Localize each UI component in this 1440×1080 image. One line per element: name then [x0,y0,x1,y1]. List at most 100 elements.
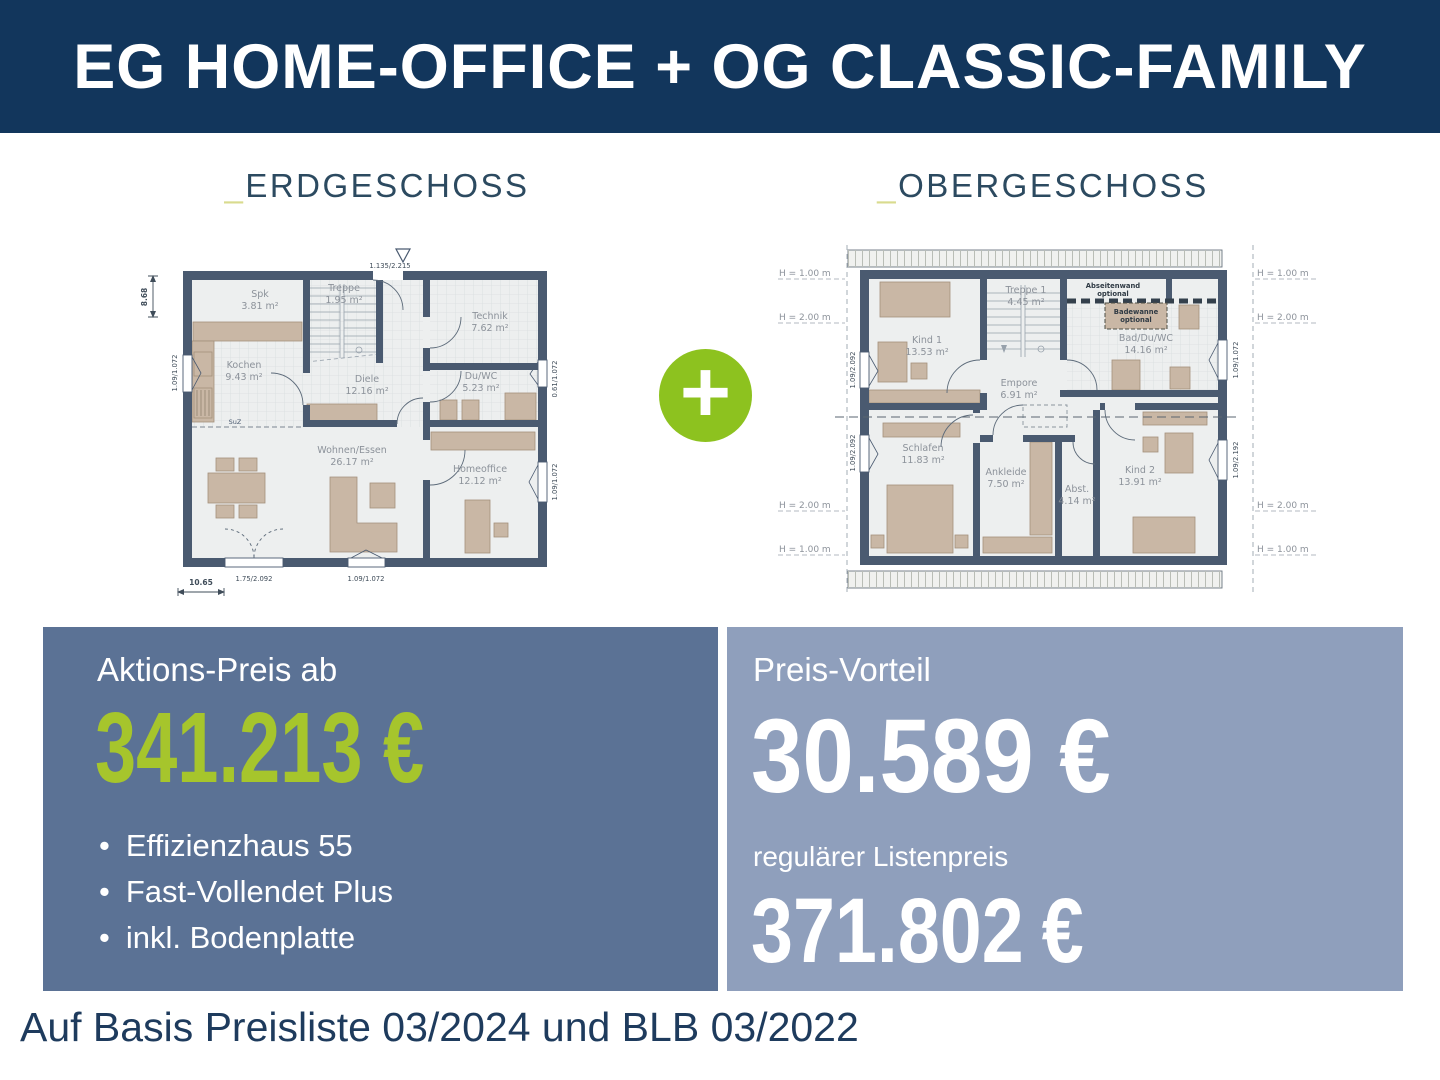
walls-og [860,270,1227,565]
room-badduwc: Bad/Du/WC [1119,333,1174,344]
svg-text:7.62 m²: 7.62 m² [471,323,508,334]
list-price-label: regulärer Listenpreis [753,841,1009,872]
svg-text:13.53 m²: 13.53 m² [905,347,948,358]
svg-text:H = 2.00 m: H = 2.00 m [1257,313,1309,323]
room-treppe: Treppe [327,283,360,294]
dim-right-window-bottom: 1.09/2.192 [1232,442,1240,479]
staircase-eg [305,284,381,363]
dim-left-window-top: 1.09/2.092 [849,352,857,389]
doors-og [940,359,1136,465]
heading-erdgeschoss: _ERDGESCHOSS [167,167,587,205]
svg-text:1.95 m²: 1.95 m² [325,295,362,306]
svg-text:4.14 m²: 4.14 m² [1058,496,1095,507]
void-marker [1022,404,1068,428]
dim-right-window-bottom: 1.09/1.072 [551,464,559,501]
svg-text:11.83 m²: 11.83 m² [901,455,944,466]
svg-text:H = 2.00 m: H = 2.00 m [1257,501,1309,511]
svg-text:14.16 m²: 14.16 m² [1124,345,1167,356]
svg-text:12.16 m²: 12.16 m² [345,386,388,397]
svg-text:H = 1.00 m: H = 1.00 m [779,269,831,279]
svg-text:H = 1.00 m: H = 1.00 m [779,545,831,555]
optional-notes: Abseitenwand optional Badewanne optional [1086,282,1159,324]
room-kochen: Kochen [227,360,262,371]
euro-sign: € [1041,880,1084,982]
svg-text:optional: optional [1120,316,1152,324]
dim-bottom-width: 10.65 [189,578,213,587]
stair-arrow-icon [1001,345,1007,353]
svg-text:H = 1.00 m: H = 1.00 m [1257,545,1309,555]
svg-text:3.81 m²: 3.81 m² [241,301,278,312]
room-wohnen: Wohnen/Essen [317,445,387,456]
dim-right-window-top: 1.09/1.072 [1232,342,1240,379]
heading-obergeschoss: _OBERGESCHOSS [833,167,1253,205]
windows-eg [182,271,548,568]
room-spk: Spk [251,289,269,300]
svg-text:13.91 m²: 13.91 m² [1118,477,1161,488]
footer-note: Auf Basis Preisliste 03/2024 und BLB 03/… [20,1004,859,1050]
feature-item: Fast-Vollendet Plus [99,869,393,915]
svg-text:Abseitenwand: Abseitenwand [1086,282,1141,290]
roof-bands [847,249,1223,589]
svg-text:26.17 m²: 26.17 m² [330,457,373,468]
furniture-og [868,281,1208,554]
underscore-accent: _ [877,167,899,204]
page-title: EG HOME-OFFICE + OG CLASSIC-FAMILY [73,31,1367,102]
dimension-arrowheads-eg [150,275,225,595]
badewanne-box [1104,302,1168,330]
room-ankleide: Ankleide [985,467,1026,478]
room-treppe1: Treppe 1 [1005,285,1047,296]
room-abst: Abst. [1065,484,1089,495]
dim-left-window: 1.09/1.072 [171,355,179,392]
advantage-price-value: 30.589 € [751,698,1111,815]
entrance-arrow-icon [394,248,412,264]
svg-text:Badewanne: Badewanne [1114,308,1159,316]
header-banner: EG HOME-OFFICE + OG CLASSIC-FAMILY [0,0,1440,133]
svg-text:H = 1.00 m: H = 1.00 m [1257,269,1309,279]
room-labels-eg: Spk 3.81 m² Treppe 1.95 m² Technik 7.62 … [225,283,508,487]
stove-icon [196,390,210,416]
svg-text:12.12 m²: 12.12 m² [458,476,501,487]
dim-bottom-window: 1.09/1.072 [348,575,385,583]
room-labels-og: Treppe 1 4.45 m² Kind 1 13.53 m² Bad/Du/… [901,285,1173,507]
feature-item: inkl. Bodenplatte [99,915,393,961]
floorplan-erdgeschoss: SuZ 1.135/2.215 8.68 1.09/1.072 0.61/1.0… [140,248,559,596]
heading-obergeschoss-label: OBERGESCHOSS [898,167,1209,204]
plus-icon: + [659,347,752,442]
svg-text:5.23 m²: 5.23 m² [462,383,499,394]
svg-text:H = 2.00 m: H = 2.00 m [779,313,831,323]
advantage-label: Preis-Vorteil [753,651,931,688]
svg-text:9.43 m²: 9.43 m² [225,372,262,383]
dim-bottom-door: 1.75/2.092 [236,575,273,583]
height-labels: H = 1.00 m H = 2.00 m H = 2.00 m H = 1.0… [778,269,1317,556]
tiled-floor [192,280,538,427]
feature-item: Effizienzhaus 55 [99,823,393,869]
room-schlafen: Schlafen [903,443,944,454]
svg-text:optional: optional [1097,290,1129,298]
svg-text:4.45 m²: 4.45 m² [1007,297,1044,308]
dim-left-height: 8.68 [140,288,149,307]
room-homeoffice: Homeoffice [453,464,507,475]
room-kind1: Kind 1 [912,335,942,346]
svg-text:6.91 m²: 6.91 m² [1000,390,1037,401]
heading-erdgeschoss-label: ERDGESCHOSS [245,167,530,204]
feature-list: Effizienzhaus 55 Fast-Vollendet Plus ink… [99,823,393,961]
suz-label: SuZ [229,418,242,426]
floorplan-obergeschoss: H = 1.00 m H = 2.00 m H = 2.00 m H = 1.0… [778,245,1317,595]
dim-top-door: 1.135/2.215 [369,262,410,270]
doors-eg [224,279,466,559]
list-price-value: 371.802 € [751,880,1084,982]
room-kind2: Kind 2 [1125,465,1155,476]
price-advantage-panel: Preis-Vorteil 30.589 € regulärer Listenp… [727,627,1403,991]
room-duwc: Du/WC [465,371,498,382]
underscore-accent: _ [224,167,246,204]
svg-text:H = 2.00 m: H = 2.00 m [779,501,831,511]
action-price-label: Aktions-Preis ab [97,651,338,688]
room-diele: Diele [355,374,379,385]
room-empore: Empore [1001,378,1038,389]
svg-text:7.50 m²: 7.50 m² [987,479,1024,490]
walls-eg [183,271,547,567]
windows-og [859,339,1228,481]
section-guides [846,245,1254,595]
dim-right-window-top: 0.61/1.072 [551,361,559,398]
room-technik: Technik [471,311,508,322]
